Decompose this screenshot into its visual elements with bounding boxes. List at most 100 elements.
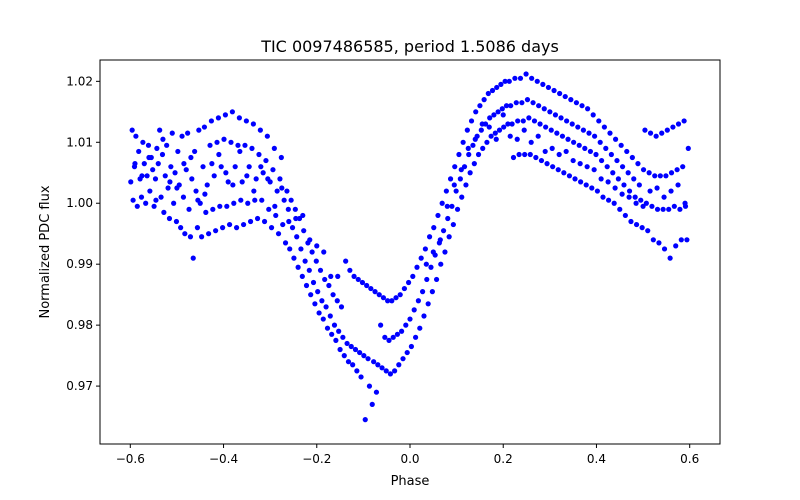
data-point	[589, 185, 595, 191]
data-point	[654, 185, 660, 191]
chart-title: TIC 0097486585, period 1.5086 days	[260, 37, 559, 56]
data-point	[640, 167, 647, 173]
data-point	[515, 118, 521, 124]
data-point	[350, 362, 356, 368]
data-point	[592, 133, 598, 139]
data-point	[456, 151, 462, 158]
data-point	[260, 170, 266, 176]
data-point	[320, 316, 326, 322]
data-point	[562, 93, 568, 100]
data-point	[538, 157, 545, 164]
data-point	[429, 289, 435, 295]
data-point	[293, 215, 299, 222]
data-point	[188, 154, 194, 161]
data-point	[529, 75, 535, 81]
data-point	[295, 264, 301, 270]
data-point	[633, 221, 640, 228]
data-point	[204, 182, 210, 188]
data-point	[358, 374, 364, 380]
data-point	[594, 188, 601, 194]
data-point	[555, 167, 561, 173]
data-point	[431, 225, 437, 231]
data-point	[365, 356, 371, 362]
data-point	[132, 161, 138, 167]
data-point	[310, 279, 317, 286]
data-point	[480, 145, 486, 151]
data-point	[316, 310, 322, 316]
data-point	[141, 161, 147, 167]
data-point	[446, 234, 452, 240]
data-point	[496, 127, 503, 133]
data-point	[190, 255, 196, 261]
data-point	[387, 371, 394, 377]
data-point	[471, 161, 477, 167]
data-point	[571, 139, 577, 145]
data-point	[652, 173, 658, 179]
data-point	[203, 209, 209, 215]
data-point	[459, 194, 465, 200]
data-point	[437, 237, 443, 243]
data-point	[366, 383, 373, 389]
data-point	[619, 164, 626, 170]
data-point	[288, 197, 294, 203]
data-point	[600, 194, 606, 200]
data-point	[640, 203, 646, 209]
data-point	[667, 255, 673, 261]
data-point	[300, 212, 306, 219]
data-point	[624, 148, 630, 155]
data-point	[661, 194, 667, 200]
data-point	[668, 170, 675, 176]
data-point	[569, 121, 575, 127]
data-point	[169, 130, 175, 136]
data-point	[443, 188, 449, 194]
data-point	[373, 389, 380, 395]
data-point	[289, 225, 296, 231]
data-point	[673, 243, 679, 249]
data-point	[277, 176, 283, 182]
data-point	[330, 292, 336, 298]
data-point	[492, 130, 498, 136]
data-point	[408, 343, 414, 350]
data-point	[364, 282, 370, 289]
data-point	[266, 206, 272, 212]
data-point	[144, 173, 150, 179]
data-point	[195, 197, 201, 203]
data-point	[178, 225, 184, 231]
data-point	[222, 112, 228, 118]
data-point	[192, 148, 198, 155]
data-point	[481, 97, 487, 103]
data-point	[385, 298, 391, 304]
data-point	[552, 112, 559, 118]
data-point	[150, 167, 156, 173]
data-point	[261, 218, 268, 225]
data-point	[422, 246, 428, 252]
data-point	[485, 90, 491, 97]
data-point	[186, 206, 192, 212]
data-point	[685, 145, 691, 151]
data-point	[590, 112, 596, 118]
data-point	[554, 130, 560, 136]
data-point	[183, 167, 189, 173]
data-point	[282, 240, 289, 246]
data-point	[521, 127, 527, 133]
x-tick-label: 0.6	[680, 452, 699, 466]
data-point	[650, 237, 656, 243]
data-point	[678, 237, 684, 243]
data-point	[258, 164, 264, 170]
data-point	[361, 353, 367, 359]
data-point	[129, 127, 135, 133]
data-point	[128, 179, 134, 185]
data-point	[166, 215, 173, 222]
data-point	[670, 124, 676, 130]
data-point	[675, 182, 681, 188]
data-point	[194, 225, 201, 231]
data-point	[503, 103, 510, 109]
x-axis-ticks: −0.6 −0.4 −0.2 0.0 0.2 0.4 0.6	[116, 444, 699, 466]
data-point	[291, 255, 297, 261]
data-point	[146, 154, 152, 161]
data-point	[576, 142, 582, 148]
data-point	[418, 255, 424, 261]
data-point	[322, 276, 328, 283]
data-point	[598, 176, 604, 182]
